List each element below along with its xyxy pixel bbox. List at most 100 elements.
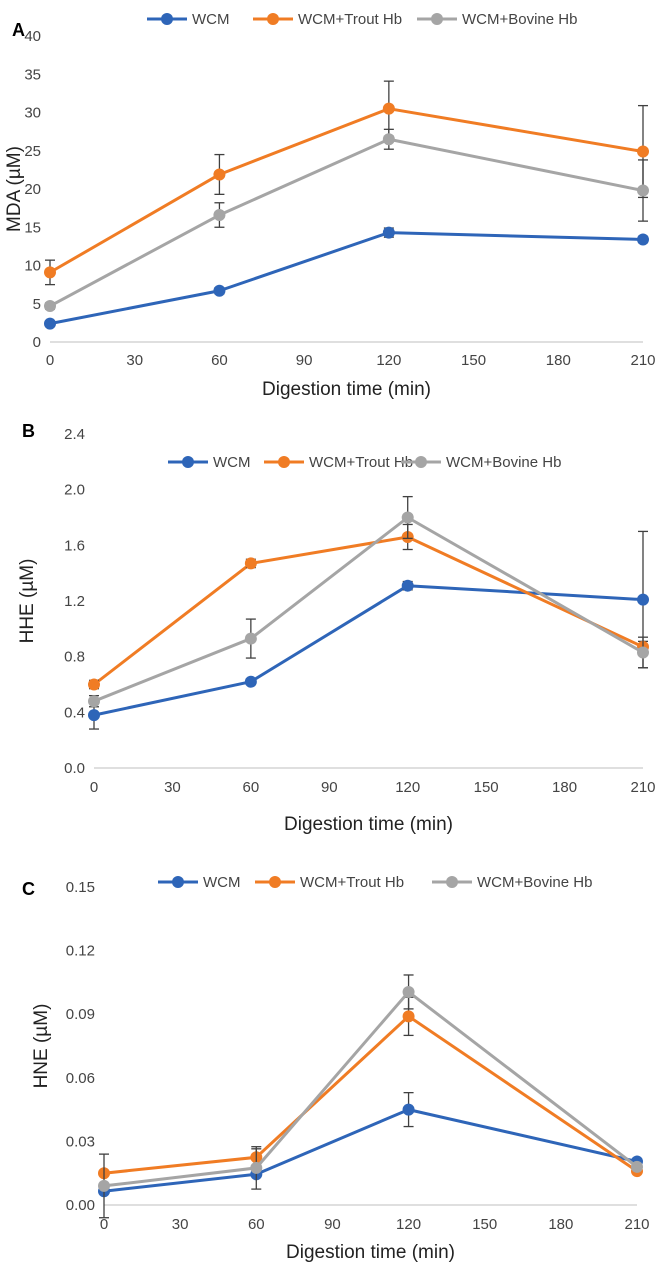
legend-label: WCM+Bovine Hb <box>446 454 561 471</box>
data-point <box>382 226 395 239</box>
legend-item: WCM+Trout Hb <box>264 454 413 471</box>
y-tick-label: 1.2 <box>64 593 85 610</box>
data-point <box>401 579 414 592</box>
data-point <box>88 678 100 691</box>
series-line <box>93 516 644 703</box>
series-line <box>49 107 644 274</box>
x-tick-label: 0 <box>46 352 54 369</box>
legend-label: WCM+Bovine Hb <box>462 11 577 28</box>
y-tick-label: 40 <box>24 28 41 45</box>
y-tick-label: 0.15 <box>66 879 95 896</box>
x-tick-label: 30 <box>164 779 181 796</box>
y-tick-label: 2.0 <box>64 482 85 499</box>
y-tick-label: 5 <box>33 296 41 313</box>
panel-letter: C <box>22 879 35 899</box>
legend-swatch-marker <box>172 876 184 888</box>
legend-label: WCM+Trout Hb <box>309 454 413 471</box>
data-point <box>402 1103 415 1116</box>
data-point <box>402 985 415 998</box>
legend-label: WCM+Trout Hb <box>298 11 402 28</box>
data-point <box>402 1010 415 1023</box>
y-tick-label: 10 <box>24 258 41 275</box>
legend-item: WCM+Bovine Hb <box>432 874 592 891</box>
data-point <box>637 646 649 659</box>
series-wcm <box>44 226 649 330</box>
legend-item: WCM <box>158 874 241 891</box>
y-tick-label: 2.4 <box>64 426 85 443</box>
x-tick-label: 150 <box>461 352 486 369</box>
data-point <box>637 593 649 606</box>
legend-swatch-marker <box>269 876 281 888</box>
legend-swatch-marker <box>161 13 173 25</box>
series-line <box>103 1108 638 1193</box>
x-tick-label: 210 <box>630 352 655 369</box>
y-tick-label: 15 <box>24 219 41 236</box>
series-line <box>103 990 638 1188</box>
y-axis-label: HHE (µM) <box>17 559 38 644</box>
panel-letter: B <box>22 421 35 441</box>
data-point <box>637 184 649 197</box>
legend: WCM WCM+Trout Hb WCM+Bovine Hb <box>158 874 592 891</box>
legend-item: WCM+Trout Hb <box>253 11 402 28</box>
data-point <box>244 632 257 645</box>
legend-label: WCM <box>192 11 230 28</box>
data-point <box>213 284 226 297</box>
data-point <box>98 1179 110 1192</box>
series-wcm <box>88 530 649 730</box>
x-axis-label: Digestion time (min) <box>284 814 453 835</box>
y-tick-label: 20 <box>24 181 41 198</box>
x-tick-label: 120 <box>395 779 420 796</box>
legend-item: WCM <box>168 454 251 471</box>
data-point <box>88 709 100 722</box>
x-tick-label: 60 <box>248 1216 265 1233</box>
x-tick-label: 60 <box>243 779 260 796</box>
y-tick-label: 0.09 <box>66 1006 95 1023</box>
x-tick-label: 180 <box>548 1216 573 1233</box>
series-wcm-bovine-hb <box>44 128 649 313</box>
legend: WCM WCM+Trout Hb WCM+Bovine Hb <box>168 454 561 471</box>
legend-swatch-marker <box>278 456 290 468</box>
legend-item: WCM <box>147 11 230 28</box>
x-tick-label: 60 <box>211 352 228 369</box>
legend: WCM WCM+Trout Hb WCM+Bovine Hb <box>147 11 577 28</box>
y-tick-label: 25 <box>24 143 41 160</box>
y-tick-label: 0.06 <box>66 1070 95 1087</box>
x-tick-label: 180 <box>552 779 577 796</box>
legend-item: WCM+Bovine Hb <box>417 11 577 28</box>
legend-swatch-marker <box>182 456 194 468</box>
legend-item: WCM+Bovine Hb <box>401 454 561 471</box>
data-point <box>637 145 649 158</box>
legend-swatch-marker <box>446 876 458 888</box>
legend-swatch-marker <box>431 13 443 25</box>
y-tick-label: 1.6 <box>64 537 85 554</box>
x-tick-label: 210 <box>630 779 655 796</box>
data-point <box>244 675 257 688</box>
data-point <box>213 168 226 181</box>
x-tick-label: 30 <box>126 352 143 369</box>
data-point <box>631 1160 643 1173</box>
x-tick-label: 90 <box>324 1216 341 1233</box>
y-tick-label: 0.03 <box>66 1133 95 1150</box>
legend-item: WCM+Trout Hb <box>255 874 404 891</box>
x-tick-label: 30 <box>172 1216 189 1233</box>
x-tick-label: 0 <box>100 1216 108 1233</box>
series-line <box>49 137 644 308</box>
series-line <box>49 231 644 326</box>
data-point <box>44 266 56 279</box>
x-tick-label: 90 <box>321 779 338 796</box>
data-point <box>382 133 395 146</box>
y-tick-label: 0.8 <box>64 649 85 666</box>
series-wcm-trout-hb <box>98 996 643 1180</box>
legend-label: WCM+Bovine Hb <box>477 874 592 891</box>
legend-label: WCM+Trout Hb <box>300 874 404 891</box>
data-point <box>44 317 56 330</box>
legend-label: WCM <box>213 454 251 471</box>
x-tick-label: 150 <box>474 779 499 796</box>
series-wcm-bovine-hb <box>88 495 649 708</box>
y-tick-label: 0.4 <box>64 704 85 721</box>
data-point <box>244 557 257 570</box>
data-point <box>401 511 414 524</box>
legend-swatch-marker <box>415 456 427 468</box>
